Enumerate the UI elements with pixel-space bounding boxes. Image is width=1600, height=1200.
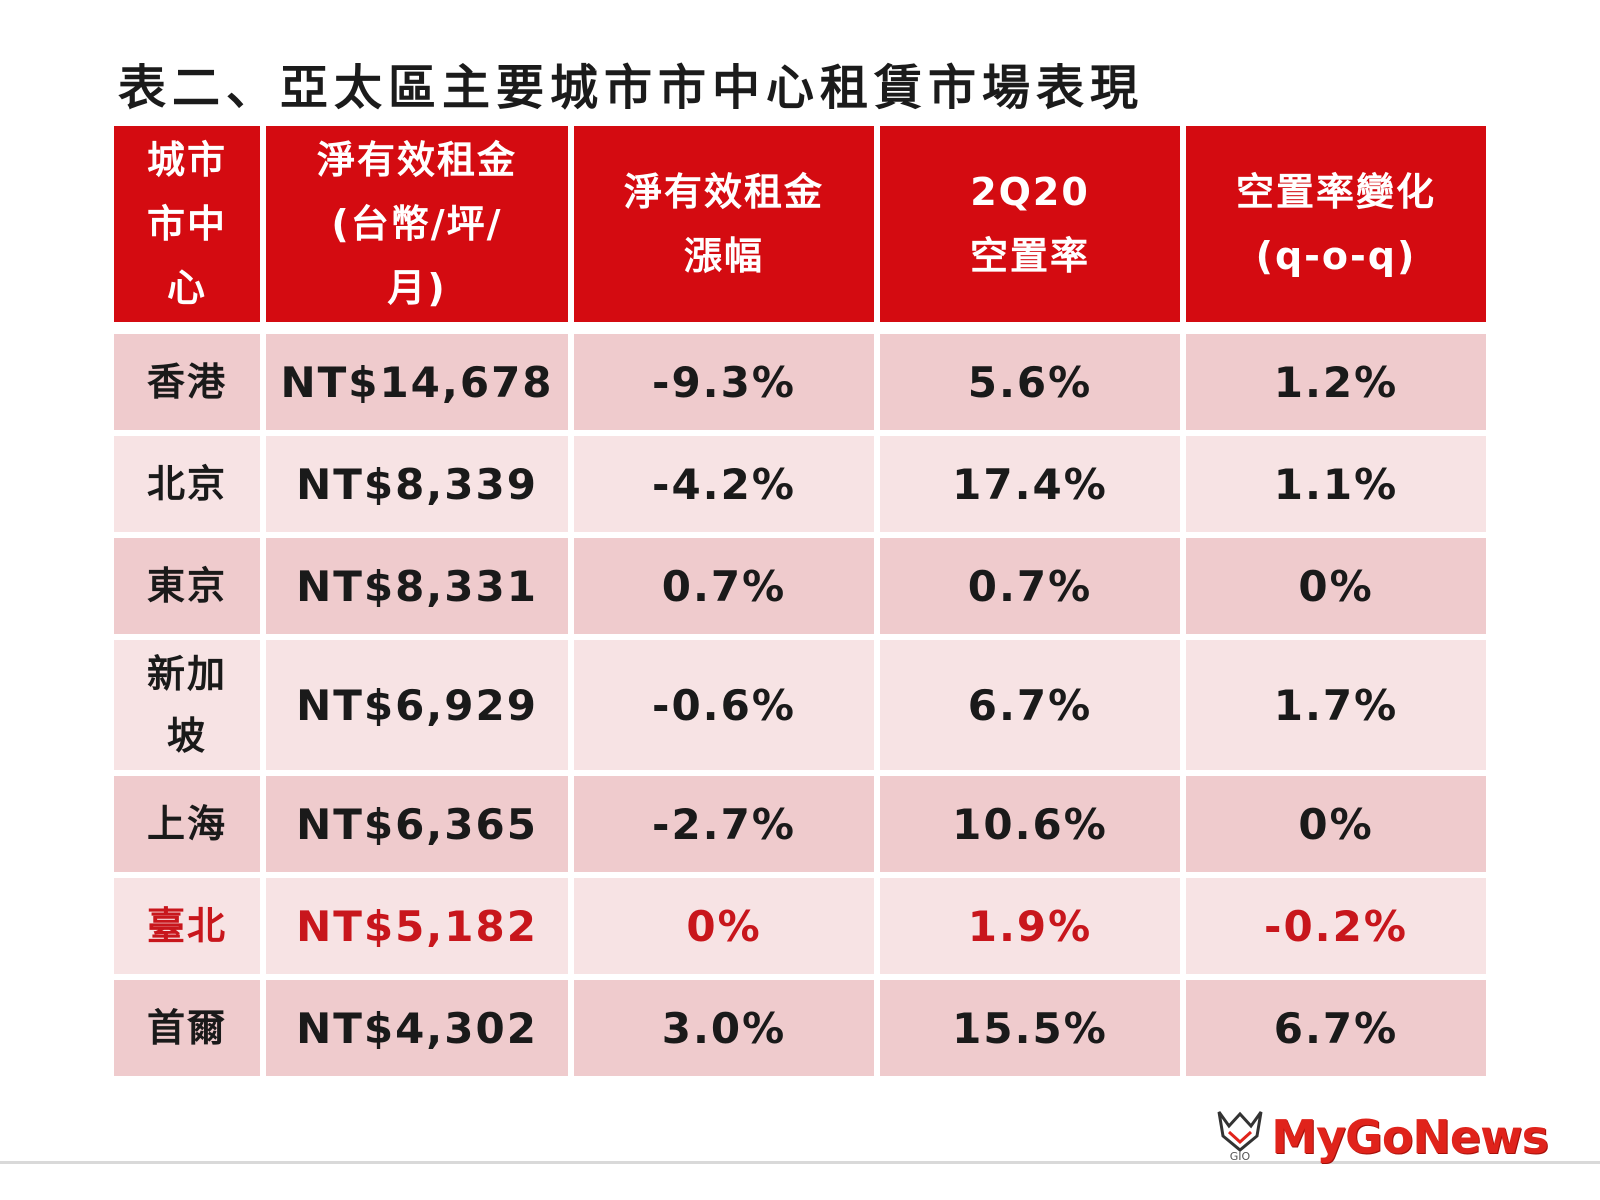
- rent-cell: NT$14,678: [266, 334, 568, 430]
- header-city: 城市 市中 心: [114, 126, 260, 322]
- header-line: 城市: [146, 138, 227, 182]
- header-line: 2Q20: [970, 170, 1090, 214]
- mygonews-logo-icon: GIO: [1217, 1111, 1263, 1162]
- city-cell: 臺北: [114, 878, 260, 974]
- header-line: (台幣/坪/: [331, 202, 503, 246]
- mygonews-logo: GIO MyGoNews: [1215, 1106, 1549, 1164]
- rent-change-cell: 0.7%: [574, 538, 874, 634]
- vacancy-change-cell: 1.1%: [1186, 436, 1486, 532]
- vacancy-change-cell: 0%: [1186, 776, 1486, 872]
- vacancy-change-cell: 1.7%: [1186, 640, 1486, 770]
- city-name: 上海: [146, 802, 227, 846]
- rent-cell: NT$4,302: [266, 980, 568, 1076]
- city-name: 新加: [146, 652, 227, 696]
- rent-change-cell: -0.6%: [574, 640, 874, 770]
- header-line: 淨有效租金: [623, 170, 824, 214]
- rent-change-cell: 3.0%: [574, 980, 874, 1076]
- city-cell: 香港: [114, 334, 260, 430]
- header-line: 月): [387, 266, 447, 310]
- city-name: 坡: [166, 714, 207, 758]
- vacancy-cell: 10.6%: [880, 776, 1180, 872]
- header-line: (q-o-q): [1255, 234, 1417, 278]
- header-line: 空置率變化: [1235, 170, 1436, 214]
- rent-cell: NT$8,339: [266, 436, 568, 532]
- city-name: 臺北: [146, 904, 227, 948]
- table-row: 香港 NT$14,678 -9.3% 5.6% 1.2%: [114, 334, 1486, 430]
- city-cell: 東京: [114, 538, 260, 634]
- bottom-divider: [0, 1161, 1600, 1164]
- logo-text: MyGoNews: [1271, 1110, 1549, 1164]
- rent-cell: NT$8,331: [266, 538, 568, 634]
- table-row: 首爾 NT$4,302 3.0% 15.5% 6.7%: [114, 980, 1486, 1076]
- rent-cell: NT$6,929: [266, 640, 568, 770]
- vacancy-cell: 0.7%: [880, 538, 1180, 634]
- header-line: 淨有效租金: [316, 138, 517, 182]
- vacancy-cell: 1.9%: [880, 878, 1180, 974]
- vacancy-change-cell: -0.2%: [1186, 878, 1486, 974]
- page-title: 表二、亞太區主要城市市中心租賃市場表現: [118, 60, 1145, 116]
- table-row: 東京 NT$8,331 0.7% 0.7% 0%: [114, 538, 1486, 634]
- header-net-effective-rent: 淨有效租金 (台幣/坪/ 月): [266, 126, 568, 322]
- header-line: 空置率: [969, 234, 1090, 278]
- city-cell: 上海: [114, 776, 260, 872]
- city-name: 首爾: [146, 1006, 227, 1050]
- rent-change-cell: -4.2%: [574, 436, 874, 532]
- vacancy-change-cell: 0%: [1186, 538, 1486, 634]
- city-name: 東京: [146, 564, 227, 608]
- city-name: 北京: [146, 462, 227, 506]
- rent-market-table: 城市 市中 心 淨有效租金 (台幣/坪/ 月) 淨有效租金 漲幅 2Q20 空置…: [108, 120, 1492, 1082]
- rent-cell: NT$6,365: [266, 776, 568, 872]
- vacancy-change-cell: 1.2%: [1186, 334, 1486, 430]
- table-header-row: 城市 市中 心 淨有效租金 (台幣/坪/ 月) 淨有效租金 漲幅 2Q20 空置…: [114, 126, 1486, 322]
- vacancy-change-cell: 6.7%: [1186, 980, 1486, 1076]
- header-line: 漲幅: [683, 234, 764, 278]
- rent-change-cell: -9.3%: [574, 334, 874, 430]
- rent-change-cell: -2.7%: [574, 776, 874, 872]
- vacancy-cell: 5.6%: [880, 334, 1180, 430]
- vacancy-cell: 6.7%: [880, 640, 1180, 770]
- rent-change-cell: 0%: [574, 878, 874, 974]
- header-vacancy-rate: 2Q20 空置率: [880, 126, 1180, 322]
- logo-mark-text: GIO: [1230, 1150, 1251, 1162]
- header-vacancy-change: 空置率變化 (q-o-q): [1186, 126, 1486, 322]
- header-line: 心: [166, 266, 207, 310]
- header-rent-change: 淨有效租金 漲幅: [574, 126, 874, 322]
- rent-cell: NT$5,182: [266, 878, 568, 974]
- table-row: 上海 NT$6,365 -2.7% 10.6% 0%: [114, 776, 1486, 872]
- vacancy-cell: 15.5%: [880, 980, 1180, 1076]
- city-name: 香港: [146, 360, 227, 404]
- table-row-highlighted: 臺北 NT$5,182 0% 1.9% -0.2%: [114, 878, 1486, 974]
- table-row: 北京 NT$8,339 -4.2% 17.4% 1.1%: [114, 436, 1486, 532]
- city-cell: 新加 坡: [114, 640, 260, 770]
- vacancy-cell: 17.4%: [880, 436, 1180, 532]
- header-line: 市中: [146, 202, 227, 246]
- table-row: 新加 坡 NT$6,929 -0.6% 6.7% 1.7%: [114, 640, 1486, 770]
- city-cell: 北京: [114, 436, 260, 532]
- city-cell: 首爾: [114, 980, 260, 1076]
